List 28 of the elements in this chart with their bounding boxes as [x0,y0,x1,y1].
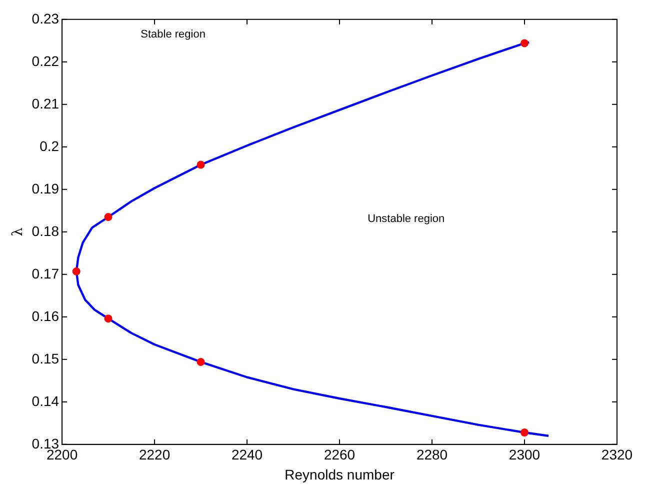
y-tick-label: 0.21 [32,95,60,112]
y-tick-label: 0.17 [32,265,60,282]
x-tick-label: 2220 [138,446,170,463]
point [104,213,112,222]
point [196,160,205,169]
y-tick-label: 0.13 [32,435,60,452]
x-tick-label: 2280 [416,446,448,463]
x-axis-title: Reynolds number [284,466,395,482]
y-tick-label: 0.15 [32,350,60,366]
y-axis-title: λ [10,227,26,236]
annotation: Unstable region [368,213,445,226]
y-tick-label: 0.23 [32,10,60,26]
x-tick-label: 2300 [508,446,540,463]
point [104,314,112,323]
x-tick-label: 2320 [601,446,633,463]
x-tick-label: 2260 [324,446,356,463]
y-tick-label: 0.18 [32,222,60,239]
y-tick-label: 0.14 [32,392,60,409]
y-tick-label: 0.19 [32,180,60,196]
y-tick-label: 0.2 [40,138,60,154]
y-tick-label: 0.22 [32,52,60,69]
annotation: Stable region [140,28,206,40]
point [520,39,529,48]
y-tick-label: 0.16 [32,308,60,324]
x-tick-label: 2240 [231,446,263,463]
point [520,428,529,436]
point [196,358,205,366]
point [72,267,80,276]
